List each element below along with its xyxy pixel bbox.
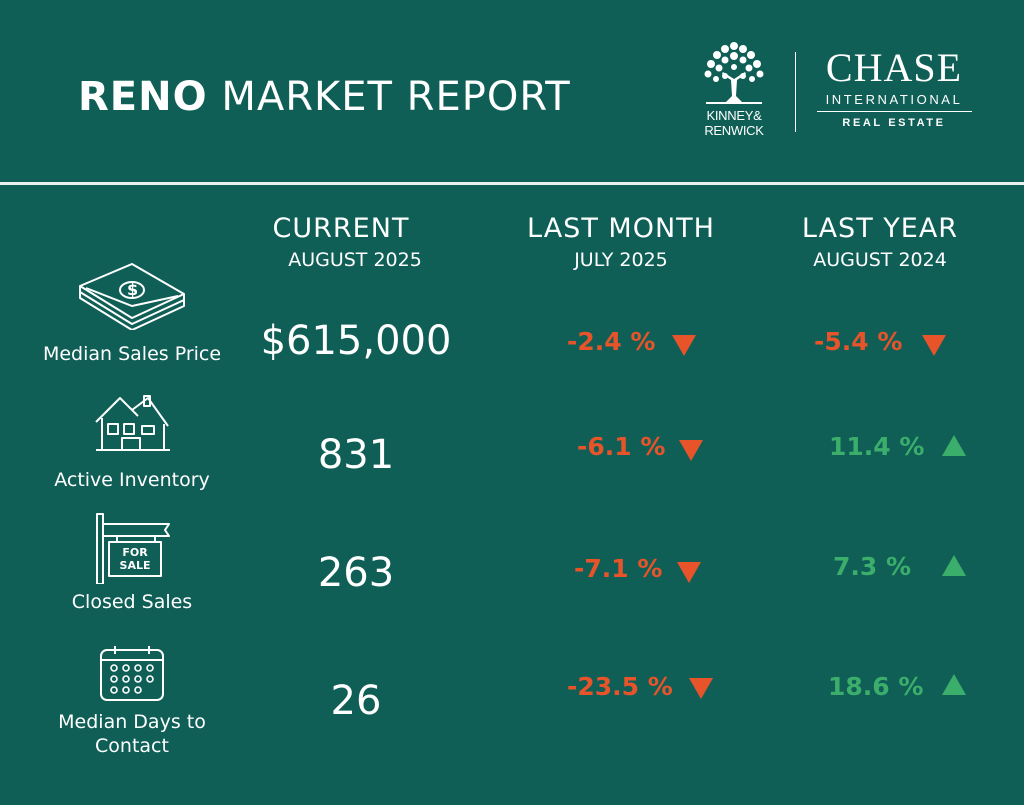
calendar-icon	[20, 644, 244, 704]
metric-median-sales-price: $ Median Sales Price	[20, 260, 244, 366]
chase-wordmark: CHASE	[825, 45, 963, 90]
column-heading: CURRENT	[272, 213, 410, 244]
current-value-closed-sales: 263	[317, 550, 395, 596]
column-header-current: CURRENT AUGUST 2025	[221, 213, 461, 272]
down-arrow-icon	[677, 562, 701, 583]
sign-text-for: FOR	[122, 546, 148, 559]
column-period: JULY 2025	[574, 249, 668, 271]
column-heading: LAST MONTH	[527, 213, 715, 244]
column-period: AUGUST 2024	[813, 249, 947, 271]
sign-text-sale: SALE	[120, 559, 151, 572]
metric-median-days-to-contact: Median Days to Contact	[20, 644, 244, 758]
kinney-renwick-line1: KINNEY&	[706, 108, 762, 123]
column-header-last-month: LAST MONTH JULY 2025	[501, 213, 741, 272]
down-arrow-icon	[672, 335, 696, 356]
for-sale-sign-icon: FOR SALE	[20, 512, 244, 584]
up-arrow-icon	[942, 555, 966, 576]
last-year-change-median-days-to-contact: 18.6 %	[828, 672, 924, 701]
up-arrow-icon	[942, 435, 966, 456]
last-year-change-active-inventory: 11.4 %	[829, 432, 925, 461]
metric-label: Active Inventory	[54, 469, 210, 491]
metric-label: Median Sales Price	[42, 343, 222, 365]
last-year-change-median-sales-price: -5.4 %	[814, 327, 903, 356]
last-month-change-median-days-to-contact: -23.5 %	[567, 672, 673, 701]
chase-real-estate-text: REAL ESTATE	[842, 117, 946, 129]
column-period: AUGUST 2025	[288, 249, 422, 271]
column-heading: LAST YEAR	[801, 213, 959, 244]
metric-label: Median Days to Contact	[20, 710, 244, 758]
kinney-renwick-line2: RENWICK	[704, 123, 764, 138]
tree-logo-icon	[704, 42, 764, 104]
logo-divider	[795, 52, 796, 132]
report-header: RENO MARKET REPORT KINNEY& RENWICK CHASE…	[0, 0, 1024, 182]
column-header-last-year: LAST YEAR AUGUST 2024	[760, 213, 1000, 272]
header-divider	[0, 182, 1024, 185]
down-arrow-icon	[689, 678, 713, 699]
house-icon	[20, 392, 244, 454]
last-month-change-median-sales-price: -2.4 %	[567, 327, 656, 356]
last-month-change-active-inventory: -6.1 %	[577, 432, 666, 461]
current-value-median-sales-price: $615,000	[260, 318, 452, 364]
chase-international-text: INTERNATIONAL	[825, 92, 963, 107]
last-month-change-closed-sales: -7.1 %	[574, 554, 663, 583]
title-subtitle: MARKET REPORT	[221, 74, 571, 120]
metric-label: Closed Sales	[71, 591, 193, 613]
page-title: RENO MARKET REPORT	[78, 74, 571, 120]
current-value-active-inventory: 831	[317, 432, 395, 478]
metric-label-line2: Contact	[95, 735, 169, 757]
last-year-change-closed-sales: 7.3 %	[833, 552, 912, 581]
title-city: RENO	[78, 74, 208, 120]
svg-text:$: $	[127, 280, 138, 299]
metric-label-line1: Median Days to	[58, 711, 206, 733]
money-stack-icon: $	[20, 260, 244, 330]
current-value-median-days-to-contact: 26	[330, 678, 382, 724]
down-arrow-icon	[679, 440, 703, 461]
metric-closed-sales: FOR SALE Closed Sales	[20, 512, 244, 614]
down-arrow-icon	[922, 335, 946, 356]
metric-active-inventory: Active Inventory	[20, 392, 244, 492]
chase-logo-rule	[817, 111, 972, 112]
kinney-renwick-wordmark: KINNEY& RENWICK	[694, 108, 774, 138]
up-arrow-icon	[942, 674, 966, 695]
